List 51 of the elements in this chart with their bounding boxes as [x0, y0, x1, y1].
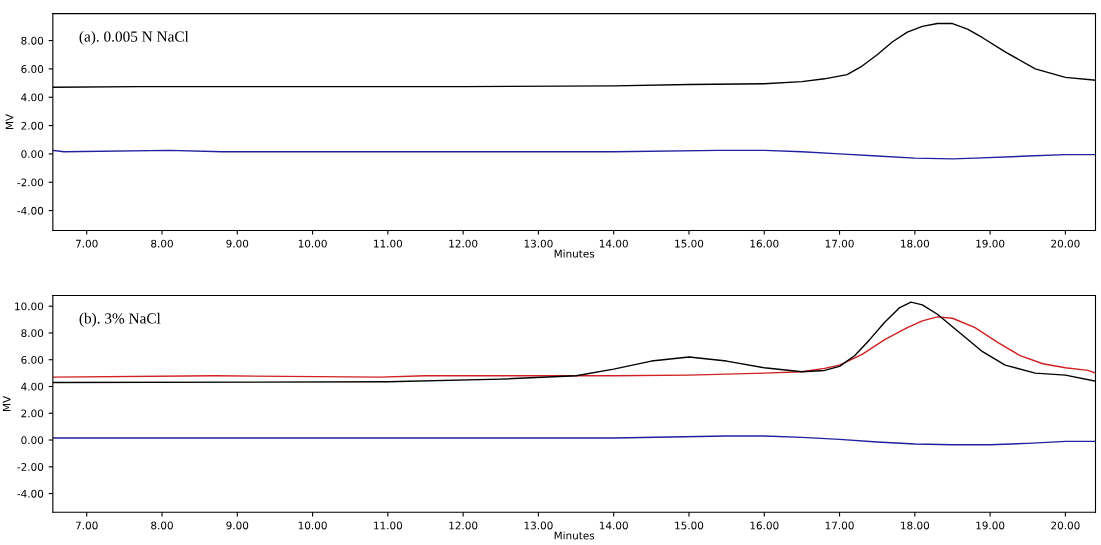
x-tick-label: 10.00 — [298, 239, 327, 248]
x-tick-label: 13.00 — [524, 521, 553, 530]
x-tick-label: 14.00 — [599, 521, 628, 530]
y-tick-label: 2.00 — [21, 121, 44, 130]
x-tick-label: 7.00 — [75, 239, 98, 248]
x-tick-label: 20.00 — [1051, 521, 1080, 530]
line-series — [52, 435, 1096, 446]
x-tick-label: 15.00 — [675, 521, 704, 530]
x-tick-label: 19.00 — [976, 239, 1005, 248]
text: (a). 0.005 N NaCl — [79, 30, 189, 45]
x-tick-label: 20.00 — [1051, 239, 1080, 248]
line-series — [52, 149, 1096, 160]
x-tick-label: 11.00 — [374, 521, 403, 530]
x-tick-label: 17.00 — [825, 239, 854, 248]
x-tick-label: 16.00 — [750, 521, 779, 530]
x-tick-label: 18.00 — [901, 239, 930, 248]
y-tick-label: -4.00 — [17, 489, 44, 498]
y-tick-label: 6.00 — [21, 65, 44, 73]
x-tick-label: 12.00 — [449, 521, 478, 530]
x-axis-title: Minutes — [554, 249, 595, 258]
y-tick-label: 8.00 — [21, 329, 44, 338]
text: (b). 3% NaCl — [79, 312, 161, 327]
x-tick-label: 14.00 — [599, 239, 628, 248]
x-tick-label: 7.00 — [75, 521, 98, 530]
y-tick-label: 0.00 — [21, 150, 44, 159]
x-tick-label: 13.00 — [524, 239, 553, 248]
x-tick-label: 9.00 — [226, 521, 249, 530]
y-axis-title: MV — [2, 395, 11, 411]
y-tick-label: 8.00 — [21, 36, 44, 45]
x-tick-label: 8.00 — [151, 239, 173, 248]
x-tick-label: 19.00 — [976, 521, 1005, 530]
x-tick-label: 11.00 — [374, 239, 403, 248]
x-tick-label: 18.00 — [901, 521, 930, 530]
y-tick-label: 2.00 — [21, 409, 44, 418]
y-tick-label: -2.00 — [17, 178, 44, 187]
x-tick-label: 17.00 — [825, 521, 854, 530]
x-tick-label: 9.00 — [226, 239, 249, 248]
x-tick-label: 16.00 — [750, 239, 779, 248]
x-tick-label: 8.00 — [151, 521, 173, 530]
y-tick-label: 6.00 — [21, 355, 44, 364]
x-tick-label: 12.00 — [449, 239, 478, 248]
x-axis-title: Minutes — [554, 531, 595, 540]
y-tick-label: 4.00 — [21, 93, 44, 102]
y-tick-label: 4.00 — [21, 382, 44, 391]
x-tick-label: 15.00 — [675, 239, 704, 248]
y-axis-title: MV — [5, 114, 14, 130]
x-tick-label: 10.00 — [298, 521, 327, 530]
y-tick-label: 0.00 — [21, 436, 44, 445]
y-tick-label: -4.00 — [17, 206, 44, 215]
y-tick-label: -2.00 — [17, 463, 44, 471]
y-tick-label: 10.00 — [15, 302, 44, 311]
